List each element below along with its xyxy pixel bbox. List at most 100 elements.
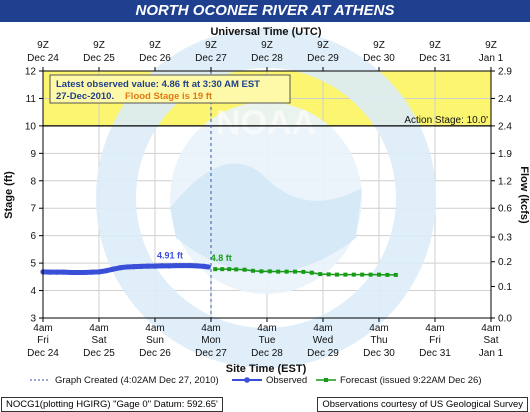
legend-observed-marker <box>244 377 250 383</box>
y-right-tick-label: 0.1 <box>498 282 512 293</box>
forecast-start-label: 4.8 ft <box>211 253 232 263</box>
observed-point <box>54 269 60 275</box>
forecast-point <box>220 267 225 272</box>
x-bottom-tick-time: 4am <box>89 323 108 334</box>
observed-point <box>205 264 211 270</box>
noaa-logo-watermark-ring <box>96 28 436 368</box>
chart-title: NORTH OCONEE RIVER AT ATHENS <box>0 0 530 22</box>
x-bottom-tick-date: Dec 30 <box>363 348 395 359</box>
forecast-point <box>259 269 264 274</box>
legend-forecast-marker <box>324 378 328 382</box>
y-left-tick-label: 3 <box>30 314 36 325</box>
observed-point <box>131 264 137 270</box>
x-top-tick-date: Dec 24 <box>27 53 59 64</box>
observed-point <box>166 263 172 269</box>
x-bottom-tick-date: Dec 29 <box>307 348 339 359</box>
x-bottom-tick-day: Mon <box>201 335 220 346</box>
x-bottom-tick-date: Dec 26 <box>139 348 171 359</box>
x-bottom-tick-time: 4am <box>145 323 164 334</box>
x-bottom-tick-day: Tue <box>259 335 276 346</box>
observed-point <box>138 263 144 270</box>
info-date-text: 27-Dec-2010. <box>56 91 114 102</box>
observed-point <box>82 269 88 276</box>
noaa-logo-watermark-wave <box>170 163 362 273</box>
observed-point <box>89 269 95 275</box>
observed-peak-label: 4.91 ft <box>157 251 183 261</box>
y-right-tick-label: 1.9 <box>498 149 512 160</box>
legend-created-label: Graph Created (4:02AM Dec 27, 2010) <box>55 375 219 386</box>
observed-point <box>117 265 123 271</box>
forecast-point <box>326 272 331 277</box>
observed-point <box>124 264 130 270</box>
observed-point <box>152 263 158 269</box>
y-right-axis-title: Flow (kcfs) <box>518 166 530 224</box>
y-right-tick-label: 2.4 <box>498 94 512 105</box>
x-bottom-tick-date: Dec 27 <box>195 348 227 359</box>
forecast-point <box>351 272 356 277</box>
forecast-point <box>234 267 239 272</box>
latest-observed-text: Latest observed value: 4.86 ft at 3:30 A… <box>56 79 260 90</box>
x-bottom-tick-time: 4am <box>257 323 276 334</box>
forecast-point <box>393 272 398 277</box>
x-bottom-tick-day: Sat <box>91 335 106 346</box>
observed-point <box>68 269 74 276</box>
x-top-tick-label: 9Z <box>485 40 497 51</box>
x-bottom-tick-date: Jan 1 <box>479 348 504 359</box>
y-left-tick-label: 5 <box>30 259 36 270</box>
x-bottom-tick-date: Dec 28 <box>251 348 283 359</box>
forecast-point <box>284 269 289 274</box>
observed-point <box>180 262 186 269</box>
observed-point <box>103 268 109 274</box>
y-left-axis-title: Stage (ft) <box>3 171 15 219</box>
x-bottom-tick-day: Fri <box>37 335 49 346</box>
x-bottom-tick-date: Dec 24 <box>27 348 59 359</box>
forecast-point <box>293 269 297 274</box>
observed-point <box>187 262 193 269</box>
x-top-tick-label: 9Z <box>37 40 49 51</box>
y-left-tick-label: 8 <box>30 176 36 187</box>
y-left-tick-label: 11 <box>26 94 37 105</box>
y-right-tick-label: 2.4 <box>498 121 512 132</box>
action-stage-label: Action Stage: 10.0' <box>404 115 488 126</box>
x-bottom-tick-time: 4am <box>33 323 52 334</box>
x-bottom-tick-day: Sat <box>483 335 498 346</box>
x-bottom-tick-day: Thu <box>370 335 387 346</box>
legend-forecast-label: Forecast (issued 9:22AM Dec 26) <box>340 375 482 386</box>
bottom-axis-title: Site Time (EST) <box>226 363 307 375</box>
forecast-point <box>368 272 373 277</box>
x-top-tick-label: 9Z <box>373 40 385 51</box>
forecast-point <box>377 272 381 277</box>
observed-point <box>110 266 116 272</box>
x-bottom-tick-time: 4am <box>481 323 500 334</box>
x-top-tick-date: Dec 27 <box>195 53 227 64</box>
x-top-tick-date: Dec 29 <box>307 53 339 64</box>
forecast-point <box>318 272 323 277</box>
observed-point <box>173 262 179 269</box>
forecast-point <box>343 272 348 277</box>
y-left-tick-label: 12 <box>25 67 37 78</box>
flood-stage-text: Flood Stage is 19 ft <box>125 91 213 102</box>
y-right-tick-label: 0.3 <box>498 233 512 244</box>
x-bottom-tick-day: Fri <box>429 335 441 346</box>
y-left-tick-label: 4 <box>30 286 36 297</box>
x-top-tick-date: Dec 30 <box>363 53 395 64</box>
y-right-tick-label: 0.0 <box>498 314 512 325</box>
observations-credit-footer: Observations courtesy of US Geological S… <box>317 397 528 412</box>
x-bottom-tick-time: 4am <box>201 323 220 334</box>
y-right-tick-label: 2.9 <box>498 67 512 78</box>
legend-observed-label: Observed <box>266 375 307 386</box>
observed-point <box>47 269 53 275</box>
forecast-point <box>385 272 390 277</box>
x-top-tick-label: 9Z <box>93 40 105 51</box>
forecast-point <box>360 272 365 277</box>
forecast-point <box>301 269 306 274</box>
forecast-point <box>309 270 314 275</box>
top-axis-title: Universal Time (UTC) <box>210 26 321 38</box>
y-right-tick-label: 1.2 <box>498 176 512 187</box>
forecast-point <box>267 269 272 274</box>
x-top-tick-date: Jan 1 <box>479 53 504 64</box>
forecast-point <box>242 267 247 272</box>
forecast-point <box>213 267 218 272</box>
x-bottom-tick-day: Wed <box>313 335 333 346</box>
